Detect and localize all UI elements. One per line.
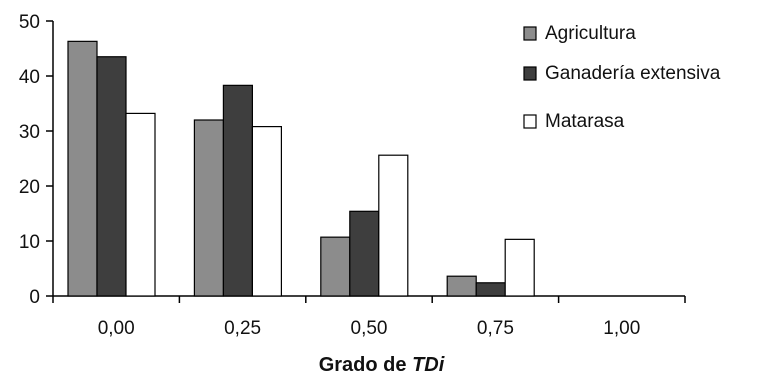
bar	[378, 154, 409, 297]
x-tick-label: 0,75	[477, 318, 514, 339]
y-tick-label: 30	[19, 122, 40, 143]
y-tick-label: 40	[19, 67, 40, 88]
bar	[475, 282, 506, 297]
x-tick-label: 1,00	[603, 318, 640, 339]
y-tick-label: 20	[19, 177, 40, 198]
bar	[67, 40, 98, 297]
bar	[96, 56, 127, 297]
y-tick-label: 10	[19, 232, 40, 253]
bars	[67, 40, 535, 297]
bar	[251, 125, 282, 297]
legend: Agricultura Ganadería extensiva Matarasa	[523, 23, 721, 132]
legend-swatch	[523, 26, 537, 41]
x-axis-title: Grado de TDi	[0, 354, 763, 377]
bar	[349, 210, 380, 297]
axes: 0 10 20 30 40 50 0,00 0,25 0,50 0,75 1,00	[19, 12, 686, 339]
bar	[222, 84, 253, 297]
legend-label: Matarasa	[545, 111, 625, 132]
legend-label: Ganadería extensiva	[545, 63, 721, 84]
x-axis-title-emphasis: TDi	[412, 354, 445, 376]
x-tick-label: 0,25	[224, 318, 261, 339]
bar	[446, 275, 477, 297]
x-tick-label: 0,00	[98, 318, 135, 339]
bar	[504, 238, 535, 297]
legend-swatch	[523, 114, 537, 129]
bar	[193, 119, 224, 297]
y-tick-label: 50	[19, 12, 40, 33]
legend-label: Agricultura	[545, 23, 636, 44]
bar	[125, 112, 156, 297]
legend-swatch	[523, 66, 537, 81]
bar	[320, 236, 351, 297]
x-tick-label: 0,50	[351, 318, 388, 339]
x-axis-title-prefix: Grado de	[318, 354, 413, 376]
y-tick-label: 0	[29, 287, 40, 308]
